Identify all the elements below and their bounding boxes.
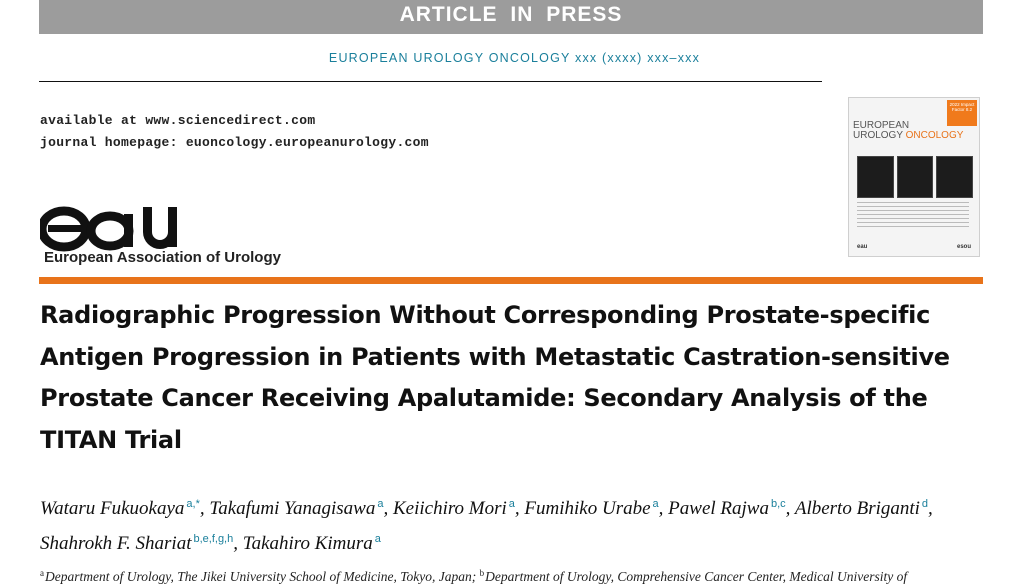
cover-images	[857, 156, 974, 198]
author-name: Wataru Fukuokaya	[40, 498, 185, 519]
cover-image	[936, 156, 974, 198]
journal-citation-line: EUROPEAN UROLOGY ONCOLOGY xxx (xxxx) xxx…	[328, 51, 701, 65]
author-name: Takahiro Kimura	[242, 533, 373, 554]
author-name: Alberto Briganti	[794, 498, 920, 519]
cover-title-urology: UROLOGY	[853, 130, 903, 141]
author-name: Shahrokh F. Shariat	[40, 533, 192, 554]
affiliation-mark: a	[40, 568, 44, 578]
author-affiliation-link[interactable]: a	[508, 498, 515, 510]
affiliation-b: Department of Urology, Comprehensive Can…	[485, 569, 908, 584]
cover-footer: eau esou	[857, 244, 971, 250]
header-divider	[39, 81, 822, 82]
sciencedirect-link[interactable]: available at www.sciencedirect.com	[40, 113, 316, 128]
availability-block: available at www.sciencedirect.com journ…	[40, 110, 429, 154]
author-name: Takafumi Yanagisawa	[209, 498, 376, 519]
affiliation-mark: b	[479, 568, 485, 578]
affiliations: aDepartment of Urology, The Jikei Univer…	[40, 562, 990, 588]
author-name: Fumihiko Urabe	[524, 498, 651, 519]
cover-title-oncology: ONCOLOGY	[905, 130, 964, 141]
author-affiliation-link[interactable]: a,*	[186, 498, 200, 510]
author-affiliation-link[interactable]: b,e,f,g,h	[193, 533, 234, 545]
author-name: Pawel Rajwa	[668, 498, 769, 519]
eau-logo-icon	[40, 206, 177, 252]
eau-organization-name: European Association of Urology	[44, 249, 281, 266]
author-affiliation-link[interactable]: a	[377, 498, 384, 510]
impact-factor-badge: 2022 Impact Factor 8.2	[947, 100, 977, 126]
affiliation-a: Department of Urology, The Jikei Univers…	[45, 569, 477, 584]
cover-text-lines	[857, 202, 969, 228]
cover-title-urology-oncology: UROLOGY ONCOLOGY	[853, 130, 963, 141]
article-in-press-banner: ARTICLE IN PRESS	[39, 0, 983, 34]
title-divider	[39, 277, 983, 284]
author-affiliation-link[interactable]: a	[652, 498, 659, 510]
journal-homepage-link[interactable]: journal homepage: euoncology.europeanuro…	[40, 135, 429, 150]
article-title: Radiographic Progression Without Corresp…	[40, 301, 950, 454]
cover-foot-esou: esou	[956, 244, 971, 250]
author-affiliation-link[interactable]: b,c	[770, 498, 786, 510]
cover-foot-eau: eau	[857, 244, 868, 250]
author-affiliation-link[interactable]: a	[374, 533, 381, 545]
author-name: Keiichiro Mori	[392, 498, 507, 519]
cover-image	[857, 156, 894, 198]
journal-cover-thumbnail[interactable]: 2022 Impact Factor 8.2 EUROPEAN UROLOGY …	[848, 97, 980, 257]
cover-title-european: EUROPEAN	[853, 120, 910, 131]
cover-image	[896, 156, 934, 198]
author-affiliation-link[interactable]: d	[921, 498, 929, 510]
author-list: Wataru Fukuokaya a,*, Takafumi Yanagisawa…	[40, 498, 933, 554]
